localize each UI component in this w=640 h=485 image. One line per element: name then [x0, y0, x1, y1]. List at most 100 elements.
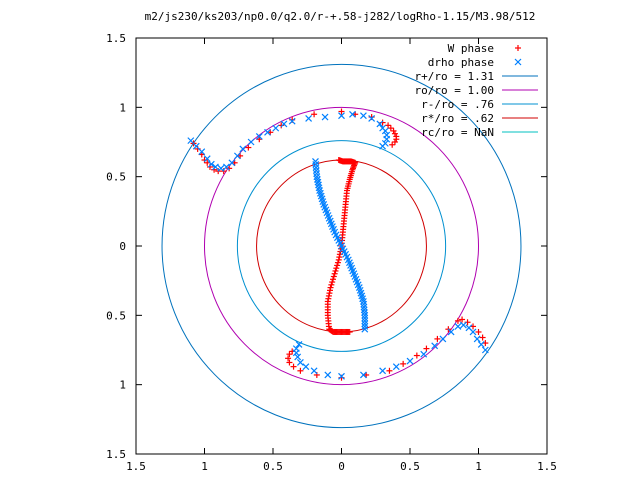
drho-phase-point: [431, 342, 439, 350]
w-phase-point: [434, 335, 441, 342]
drho-phase-point: [212, 163, 219, 171]
marker-stroke: [312, 157, 319, 165]
marker-stroke: [312, 167, 320, 174]
marker-stroke: [460, 321, 467, 329]
marker-stroke: [346, 259, 353, 267]
drho-phase-point: [460, 321, 467, 329]
drho-phase-point: [447, 328, 455, 336]
marker-stroke: [312, 161, 320, 168]
drho-phase-point: [324, 371, 332, 379]
marker-stroke: [217, 164, 225, 172]
marker-stroke: [192, 142, 200, 150]
w-phase-point: [346, 328, 353, 335]
drho-phase-point: [288, 117, 296, 125]
drho-phase-point: [264, 128, 271, 136]
marker-stroke: [368, 115, 376, 122]
marker-stroke: [338, 112, 345, 120]
w-phase-point: [329, 279, 336, 286]
drho-phase-point: [381, 127, 389, 135]
w-phase-point: [332, 267, 339, 274]
drho-phase-point: [338, 112, 345, 120]
drho-phase-point: [360, 306, 368, 314]
marker-stroke: [361, 309, 368, 316]
drho-phase-point: [439, 335, 447, 343]
w-phase-point: [454, 317, 461, 324]
drho-phase-point: [392, 363, 400, 371]
drho-phase-point: [187, 137, 195, 145]
drho-phase-point: [359, 298, 367, 305]
marker-stroke: [347, 261, 354, 269]
w-phase-point: [413, 352, 420, 359]
marker-stroke: [336, 239, 344, 247]
marker-stroke: [439, 335, 447, 343]
marker-stroke: [294, 353, 302, 361]
marker-stroke: [187, 137, 195, 145]
marker-stroke: [514, 58, 522, 66]
reference-circle: [204, 106, 479, 386]
legend-marker: [514, 58, 522, 66]
marker-stroke: [255, 133, 263, 140]
legend-label: r*/ro = .62: [421, 112, 494, 125]
w-phase-point: [328, 281, 335, 288]
drho-phase-point: [294, 353, 302, 361]
marker-stroke: [357, 289, 365, 297]
marker-stroke: [359, 371, 367, 379]
marker-stroke: [316, 187, 324, 194]
marker-stroke: [315, 184, 323, 192]
drho-phase-point: [383, 135, 391, 143]
w-phase-point: [423, 345, 430, 352]
drho-phase-point: [361, 320, 369, 328]
drho-phase-point: [368, 115, 376, 122]
y-tick-label: 0.5: [106, 171, 126, 184]
marker-stroke: [356, 286, 364, 294]
marker-stroke: [313, 176, 321, 183]
marker-stroke: [349, 110, 356, 118]
marker-stroke: [198, 148, 206, 156]
chart-title: m2/js230/ks203/np0.0/q2.0/r-+.58-j282/lo…: [145, 10, 536, 23]
marker-stroke: [354, 281, 362, 289]
marker-stroke: [313, 170, 320, 178]
marker-stroke: [247, 138, 255, 146]
w-phase-point: [330, 276, 337, 283]
marker-stroke: [288, 117, 296, 125]
marker-stroke: [212, 163, 219, 171]
y-tick-label: 1.5: [106, 448, 126, 461]
drho-phase-point: [359, 112, 367, 120]
drho-phase-point: [379, 367, 387, 375]
marker-stroke: [314, 178, 322, 186]
drho-phase-point: [272, 124, 280, 132]
w-phase-point: [333, 265, 340, 272]
marker-stroke: [342, 250, 350, 258]
w-phase-point: [390, 127, 397, 134]
legend-label: ro/ro = 1.00: [415, 84, 494, 97]
marker-stroke: [319, 198, 327, 206]
drho-phase-point: [296, 359, 304, 366]
drho-phase-point: [228, 159, 236, 167]
w-phase-point: [389, 141, 396, 148]
drho-phase-point: [247, 138, 255, 146]
drho-phase-point: [361, 309, 368, 316]
drho-phase-point: [361, 314, 369, 322]
marker-stroke: [315, 181, 322, 189]
x-tick-label: 0: [338, 460, 345, 473]
marker-stroke: [292, 345, 300, 353]
marker-stroke: [420, 350, 428, 358]
marker-stroke: [353, 278, 361, 286]
marker-stroke: [477, 341, 485, 348]
marker-stroke: [379, 142, 387, 150]
marker-stroke: [361, 320, 369, 328]
w-phase-point: [245, 144, 252, 151]
legend-label: r+/ro = 1.31: [415, 70, 494, 83]
w-phase-point: [385, 122, 392, 129]
drho-phase-point: [360, 300, 368, 308]
marker-stroke: [339, 245, 347, 253]
marker-stroke: [343, 253, 351, 261]
w-phase-point: [459, 316, 466, 323]
marker-stroke: [324, 212, 332, 219]
marker-stroke: [335, 237, 343, 244]
drho-phase-point: [360, 303, 368, 311]
x-tick-label: 0.5: [400, 460, 420, 473]
